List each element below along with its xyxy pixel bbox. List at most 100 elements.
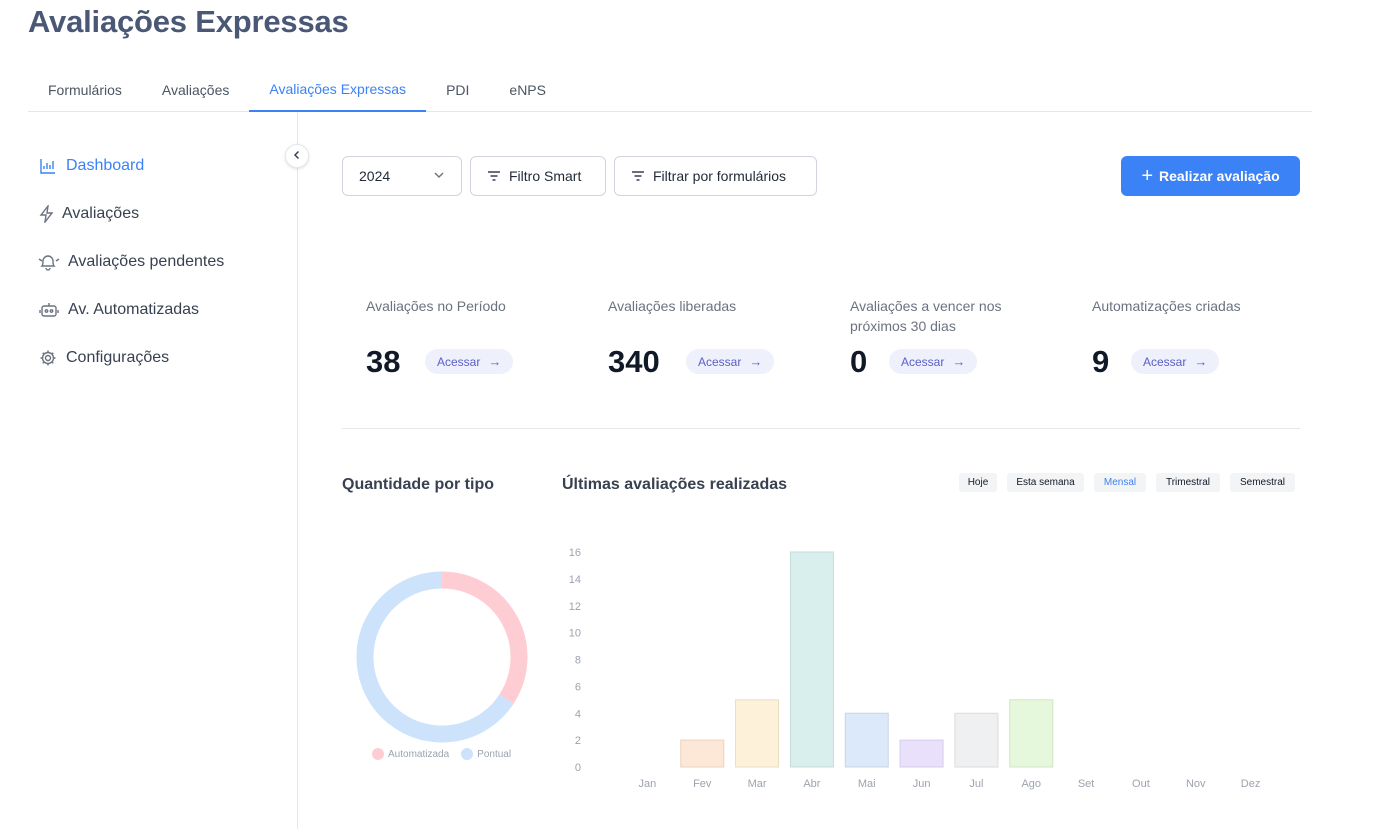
lightning-icon bbox=[38, 204, 54, 224]
bell-icon bbox=[38, 252, 60, 272]
tab-enps[interactable]: eNPS bbox=[509, 82, 546, 98]
stat-label: Avaliações no Período bbox=[366, 298, 506, 314]
chevron-left-icon bbox=[292, 147, 302, 165]
x-tick-label: Ago bbox=[1021, 778, 1041, 790]
legend-entry: Pontual bbox=[461, 748, 511, 760]
legend-dot bbox=[372, 748, 384, 760]
x-tick-label: Mai bbox=[858, 778, 876, 790]
tab-avaliacoes[interactable]: Avaliações bbox=[161, 82, 230, 98]
gear-icon bbox=[38, 348, 58, 368]
period-esta-semana-button[interactable]: Esta semana bbox=[1007, 473, 1084, 492]
tab-avaliacoes-expressas[interactable]: Avaliações Expressas bbox=[249, 68, 427, 112]
bar-mai[interactable] bbox=[844, 712, 889, 768]
filter-icon bbox=[631, 170, 645, 182]
year-select-value: 2024 bbox=[359, 168, 391, 184]
collapse-sidebar-button[interactable] bbox=[285, 144, 309, 168]
bar-abr[interactable] bbox=[789, 551, 834, 768]
tab-pdi[interactable]: PDI bbox=[446, 82, 470, 98]
arrow-right-icon: → bbox=[749, 354, 763, 369]
chart-icon bbox=[38, 156, 58, 176]
year-select[interactable]: 2024 bbox=[342, 156, 462, 196]
stat-value: 38 bbox=[366, 344, 401, 379]
bar-ago[interactable] bbox=[1009, 699, 1054, 768]
x-tick-label: Set bbox=[1078, 778, 1095, 790]
x-tick-label: Fev bbox=[693, 778, 712, 790]
legend-dot bbox=[461, 748, 474, 760]
x-tick-label: Jan bbox=[639, 778, 657, 790]
filter-forms-label: Filtrar por formulários bbox=[653, 168, 787, 184]
acessar-link[interactable]: Acessar → bbox=[889, 349, 978, 374]
acessar-label: Acessar bbox=[437, 354, 481, 369]
y-tick-label: 4 bbox=[575, 708, 581, 720]
sidebar-item-avaliacoes[interactable]: Avaliações bbox=[38, 204, 139, 224]
filter-icon bbox=[487, 170, 501, 182]
filter-smart-button[interactable]: Filtro Smart bbox=[470, 156, 606, 196]
filter-smart-label: Filtro Smart bbox=[509, 168, 582, 184]
period-trimestral-button[interactable]: Trimestral bbox=[1156, 473, 1220, 492]
sidebar-item-label: Av. Automatizadas bbox=[68, 301, 200, 318]
stat-card-liberadas: Avaliações liberadas 340 Acessar → bbox=[608, 296, 838, 379]
chevron-down-icon bbox=[433, 168, 445, 184]
bar-chart: 0 2 4 6 8 10 12 14 16 Jan Fev Mar Abr Mai Jun Jul Ago Set… bbox=[560, 540, 1300, 800]
acessar-link[interactable]: Acessar → bbox=[1131, 349, 1220, 374]
sidebar-item-av-automatizadas[interactable]: Av. Automatizadas bbox=[38, 300, 199, 320]
bar-mar[interactable] bbox=[735, 699, 780, 768]
tab-bar: Formulários Avaliações Avaliações Expres… bbox=[28, 68, 1312, 112]
sidebar: Dashboard Avaliações Avaliações pendente… bbox=[28, 112, 298, 829]
donut-slice-pontual[interactable] bbox=[356, 571, 514, 743]
bar-fev[interactable] bbox=[680, 739, 725, 768]
y-tick-label: 12 bbox=[569, 601, 581, 613]
sidebar-item-label: Dashboard bbox=[66, 157, 145, 174]
donut-slice-automatizada[interactable] bbox=[441, 571, 528, 704]
plus-icon: + bbox=[1141, 165, 1154, 187]
x-tick-label: Out bbox=[1132, 778, 1150, 790]
donut-legend: Automatizada Pontual bbox=[372, 748, 523, 760]
arrow-right-icon: → bbox=[488, 354, 502, 369]
section-title-by-type: Quantidade por tipo bbox=[342, 476, 494, 493]
y-tick-label: 2 bbox=[575, 735, 581, 747]
period-mensal-button[interactable]: Mensal bbox=[1094, 473, 1146, 492]
filter-forms-button[interactable]: Filtrar por formulários bbox=[614, 156, 817, 196]
stat-label: Avaliações a vencer nos próximos 30 dias bbox=[850, 298, 1002, 334]
realizar-avaliacao-button[interactable]: + Realizar avaliação bbox=[1121, 156, 1300, 196]
x-tick-label: Nov bbox=[1186, 778, 1206, 790]
sidebar-item-dashboard[interactable]: Dashboard bbox=[38, 156, 144, 176]
legend-entry: Automatizada bbox=[372, 748, 449, 760]
acessar-label: Acessar bbox=[1143, 354, 1187, 369]
x-tick-label: Abr bbox=[803, 778, 820, 790]
sidebar-item-label: Avaliações pendentes bbox=[68, 253, 225, 270]
x-tick-label: Jun bbox=[913, 778, 931, 790]
y-tick-label: 16 bbox=[569, 547, 581, 559]
stat-card-a-vencer: Avaliações a vencer nos próximos 30 dias… bbox=[850, 296, 1080, 379]
period-hoje-button[interactable]: Hoje bbox=[959, 473, 997, 492]
stat-card-periodo: Avaliações no Período 38 Acessar → bbox=[366, 296, 596, 379]
acessar-link[interactable]: Acessar → bbox=[425, 349, 514, 374]
period-semestral-button[interactable]: Semestral bbox=[1230, 473, 1295, 492]
y-tick-label: 10 bbox=[569, 628, 581, 640]
acessar-label: Acessar bbox=[901, 354, 945, 369]
arrow-right-icon: → bbox=[1194, 354, 1208, 369]
divider bbox=[342, 428, 1300, 429]
robot-icon bbox=[38, 300, 60, 320]
sidebar-item-configuracoes[interactable]: Configurações bbox=[38, 348, 169, 368]
legend-label: Pontual bbox=[477, 748, 512, 760]
sidebar-item-label: Avaliações bbox=[62, 205, 140, 222]
bar-jun[interactable] bbox=[899, 739, 944, 768]
y-tick-label: 8 bbox=[575, 655, 581, 667]
y-tick-label: 0 bbox=[575, 762, 581, 774]
y-tick-label: 14 bbox=[569, 574, 581, 586]
stat-label: Automatizações criadas bbox=[1092, 298, 1241, 314]
stat-value: 9 bbox=[1092, 344, 1110, 379]
x-tick-label: Mar bbox=[748, 778, 767, 790]
section-title-latest: Últimas avaliações realizadas bbox=[562, 476, 788, 493]
x-tick-label: Jul bbox=[969, 778, 983, 790]
y-tick-label: 6 bbox=[575, 681, 581, 693]
tab-formularios[interactable]: Formulários bbox=[48, 82, 122, 98]
acessar-link[interactable]: Acessar → bbox=[686, 349, 775, 374]
sidebar-item-avaliacoes-pendentes[interactable]: Avaliações pendentes bbox=[38, 252, 224, 272]
stat-label: Avaliações liberadas bbox=[608, 298, 737, 314]
acessar-label: Acessar bbox=[698, 354, 742, 369]
bar-jul[interactable] bbox=[954, 712, 999, 768]
donut-chart bbox=[342, 560, 542, 770]
sidebar-item-label: Configurações bbox=[66, 349, 170, 366]
